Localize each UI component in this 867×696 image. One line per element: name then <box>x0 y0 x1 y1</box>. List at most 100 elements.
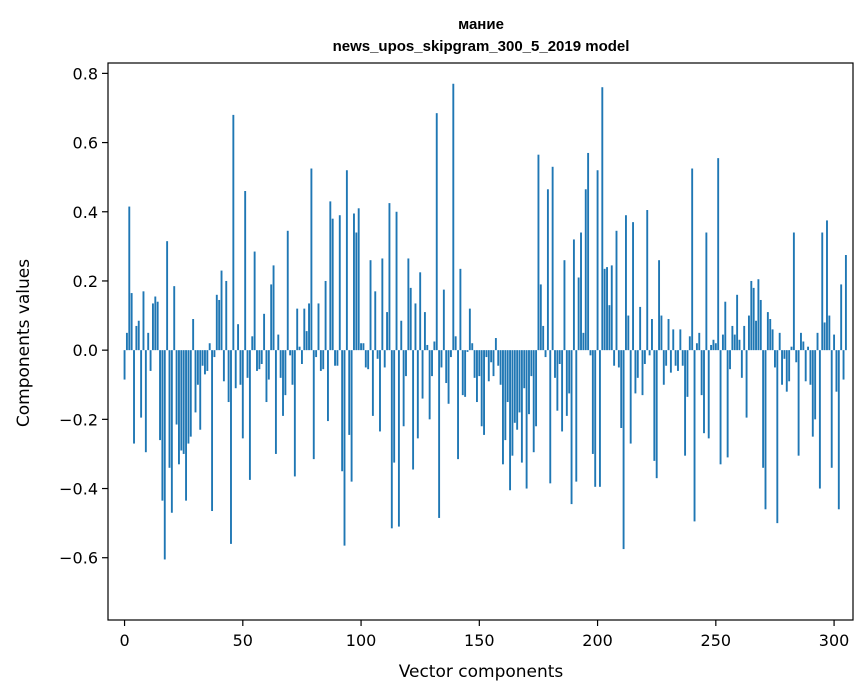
bar-167 <box>518 350 521 413</box>
bar-282 <box>790 346 793 351</box>
bar-253 <box>721 334 724 351</box>
bar-275 <box>774 350 776 368</box>
bar-19 <box>168 350 171 468</box>
bar-220 <box>643 350 646 364</box>
bar-56 <box>256 350 258 371</box>
bar-107 <box>376 350 379 359</box>
bar-120 <box>407 258 410 351</box>
bar-41 <box>220 270 223 351</box>
bar-293 <box>816 332 819 351</box>
bar-152 <box>483 350 485 435</box>
bar-304 <box>842 350 845 380</box>
chart-title-line2: news_upos_skipgram_300_5_2019 model <box>333 38 630 55</box>
bar-164 <box>511 350 514 456</box>
bar-300 <box>833 334 836 351</box>
bar-236 <box>681 350 684 366</box>
bar-110 <box>383 350 386 368</box>
bar-44 <box>227 350 230 403</box>
bar-221 <box>646 210 649 351</box>
bar-144 <box>464 350 467 397</box>
bar-205 <box>608 305 611 351</box>
bar-202 <box>601 87 604 351</box>
bar-233 <box>674 350 677 366</box>
bar-219 <box>641 350 644 396</box>
bar-266 <box>752 287 755 351</box>
bar-28 <box>189 350 192 437</box>
bar-235 <box>679 329 682 351</box>
bar-50 <box>241 350 244 439</box>
bar-136 <box>445 350 448 384</box>
bar-153 <box>485 350 488 358</box>
bar-175 <box>537 154 540 351</box>
bar-179 <box>546 189 549 351</box>
bar-173 <box>532 350 535 453</box>
bar-297 <box>826 220 828 351</box>
bar-148 <box>473 350 476 378</box>
bar-213 <box>627 315 630 351</box>
bar-103 <box>367 350 370 370</box>
bar-241 <box>693 350 696 522</box>
bar-134 <box>440 350 443 368</box>
bar-102 <box>364 350 367 368</box>
bar-78 <box>308 303 310 351</box>
bar-174 <box>535 350 538 427</box>
bar-252 <box>719 350 722 465</box>
bar-114 <box>393 350 396 463</box>
bar-101 <box>362 343 365 351</box>
bar-303 <box>840 284 843 351</box>
bar-210 <box>620 350 623 428</box>
bar-206 <box>610 265 613 351</box>
bar-160 <box>502 350 504 465</box>
bar-81 <box>315 350 318 358</box>
bar-16 <box>161 350 164 501</box>
y-tick-label: 0.0 <box>73 341 98 360</box>
bar-198 <box>591 350 594 454</box>
bar-291 <box>811 350 814 437</box>
bar-299 <box>830 350 833 468</box>
bar-273 <box>769 319 772 351</box>
bar-196 <box>587 152 590 351</box>
bar-217 <box>636 350 639 378</box>
bar-121 <box>409 287 412 351</box>
bar-186 <box>563 260 566 351</box>
bar-124 <box>416 350 419 439</box>
x-tick-label: 150 <box>464 631 495 650</box>
bar-141 <box>457 350 459 460</box>
bar-168 <box>520 350 523 463</box>
bar-72 <box>293 350 296 477</box>
bar-156 <box>492 350 495 377</box>
bar-57 <box>258 350 261 370</box>
bar-74 <box>298 346 301 351</box>
bar-200 <box>596 170 599 351</box>
bar-209 <box>617 350 620 368</box>
bar-183 <box>556 350 559 411</box>
bar-14 <box>156 301 159 351</box>
bar-155 <box>490 350 493 363</box>
bar-98 <box>355 232 358 351</box>
bar-165 <box>513 350 516 423</box>
bar-60 <box>265 350 268 403</box>
bar-279 <box>783 350 786 359</box>
bar-229 <box>665 350 668 366</box>
bar-176 <box>539 284 542 351</box>
bar-204 <box>606 267 608 351</box>
bar-243 <box>698 332 701 351</box>
bar-150 <box>478 350 481 377</box>
bar-93 <box>343 350 346 546</box>
bar-250 <box>714 343 717 351</box>
bar-163 <box>509 350 512 491</box>
bar-8 <box>142 291 145 351</box>
bar-237 <box>684 350 687 456</box>
bar-86 <box>327 350 329 422</box>
bar-264 <box>747 315 750 351</box>
bar-272 <box>766 312 769 351</box>
bar-87 <box>329 201 332 351</box>
bar-2 <box>128 206 131 351</box>
bar-123 <box>414 303 417 351</box>
bar-24 <box>180 350 183 451</box>
bar-133 <box>438 350 441 518</box>
bar-132 <box>435 113 438 351</box>
bar-5 <box>135 325 138 351</box>
bar-170 <box>525 350 528 489</box>
